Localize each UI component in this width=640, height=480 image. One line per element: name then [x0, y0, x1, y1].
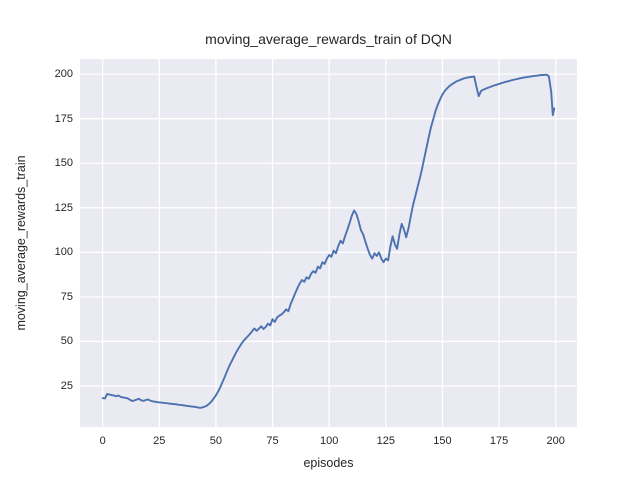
y-axis-label-text: moving_average_rewards_train: [14, 155, 28, 331]
x-tick-label: 200: [546, 435, 565, 447]
x-tick-label: 150: [433, 435, 452, 447]
y-tick-label: 200: [54, 68, 73, 81]
y-tick-label: 75: [60, 290, 73, 303]
y-tick-label: 175: [54, 112, 73, 125]
x-tick-label: 25: [153, 435, 166, 447]
y-tick-label: 150: [54, 157, 73, 170]
x-tick-label: 125: [376, 435, 395, 447]
x-tick-label: 50: [209, 435, 223, 447]
y-tick-label: 50: [60, 335, 73, 348]
y-tick-label: 125: [54, 201, 73, 214]
x-tick-label: 100: [319, 435, 339, 447]
x-axis-label: episodes: [303, 456, 354, 470]
x-tick-label: 0: [99, 435, 106, 447]
chart-title: moving_average_rewards_train of DQN: [205, 31, 452, 47]
y-tick-label: 100: [54, 246, 73, 259]
plot-panel: [80, 59, 577, 427]
y-tick-label: 25: [60, 380, 73, 392]
x-tick-label: 75: [266, 435, 279, 447]
x-tick-label: 175: [489, 435, 509, 447]
data-line: [101, 73, 556, 409]
